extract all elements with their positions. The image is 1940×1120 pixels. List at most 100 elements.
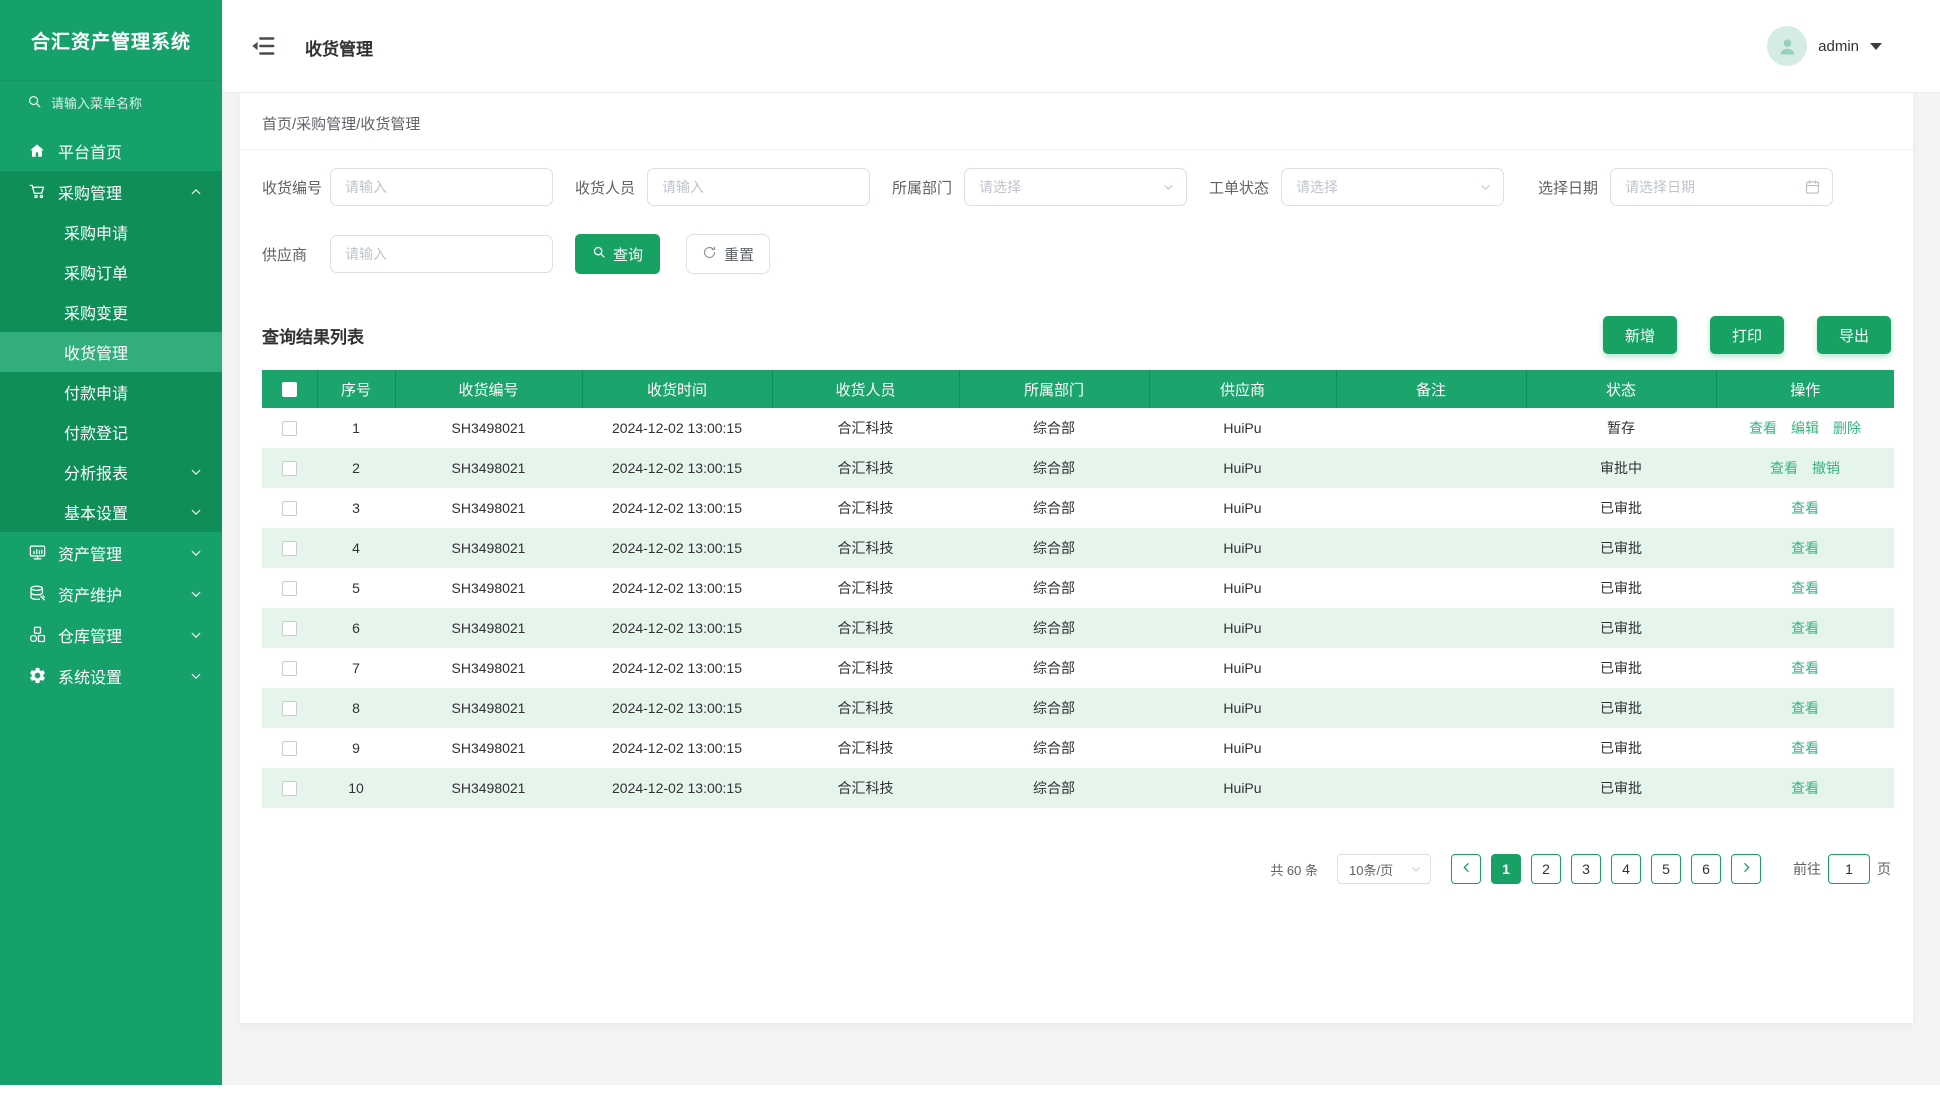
collapse-sidebar-icon[interactable]: [248, 31, 278, 61]
field-label: 工单状态: [1209, 179, 1270, 197]
page-size-select[interactable]: 10条/页: [1337, 854, 1431, 884]
page-button[interactable]: 6: [1691, 854, 1721, 884]
row-checkbox[interactable]: [282, 581, 297, 597]
cell-supplier: HuiPu: [1223, 420, 1262, 436]
action-link[interactable]: 撤销: [1812, 460, 1840, 476]
receipt-no-input[interactable]: [330, 168, 553, 206]
order-status-select[interactable]: 请选择: [1281, 168, 1505, 206]
table-row: 3 SH3498021 2024-12-02 13:00:15 合汇科技 综合部 HuiP…: [262, 488, 1894, 528]
action-link[interactable]: 查看: [1791, 700, 1819, 716]
sidebar-search-input[interactable]: [51, 96, 201, 111]
refresh-icon: [702, 245, 717, 264]
supplier-input[interactable]: [330, 235, 553, 273]
sidebar-item[interactable]: 收货管理: [0, 332, 222, 372]
add-button[interactable]: 新增: [1603, 316, 1677, 354]
breadcrumb: 首页/采购管理/收货管理: [240, 93, 1913, 150]
sidebar-item[interactable]: 采购订单: [0, 252, 222, 292]
field-label: 收货编号: [262, 179, 323, 197]
action-link[interactable]: 查看: [1791, 580, 1819, 596]
filter-supplier: 供应商: [262, 235, 553, 273]
prev-page-button[interactable]: [1451, 854, 1481, 884]
next-page-button[interactable]: [1731, 854, 1761, 884]
page-button[interactable]: 4: [1611, 854, 1641, 884]
row-checkbox[interactable]: [282, 661, 297, 677]
date-picker[interactable]: 请选择日期: [1610, 168, 1834, 206]
action-link[interactable]: 查看: [1791, 500, 1819, 516]
action-link[interactable]: 查看: [1791, 780, 1819, 796]
cell-supplier: HuiPu: [1223, 660, 1262, 676]
sidebar-item[interactable]: 资产维护: [0, 573, 222, 614]
select-all-checkbox[interactable]: [281, 382, 297, 398]
sidebar-item[interactable]: 付款申请: [0, 372, 222, 412]
sidebar-item-label: 采购订单: [64, 266, 129, 283]
cell-checkbox: [262, 688, 317, 728]
filter-receipt-no: 收货编号: [262, 168, 553, 206]
chevron-down-icon: [189, 628, 203, 642]
user-menu[interactable]: admin: [1767, 26, 1882, 66]
sidebar-item[interactable]: 分析报表: [0, 452, 222, 492]
row-checkbox[interactable]: [282, 541, 297, 557]
row-checkbox[interactable]: [282, 621, 297, 637]
filter-date: 选择日期 请选择日期: [1538, 168, 1834, 206]
cell-remark: [1336, 568, 1526, 608]
receiver-input[interactable]: [647, 168, 871, 206]
row-checkbox[interactable]: [282, 781, 297, 797]
query-button[interactable]: 查询: [575, 234, 661, 274]
sidebar-item[interactable]: 仓库管理: [0, 614, 222, 655]
avatar: [1767, 26, 1808, 66]
row-checkbox[interactable]: [282, 501, 297, 517]
chevron-down-icon: [1410, 863, 1422, 875]
action-link[interactable]: 查看: [1770, 460, 1798, 476]
sidebar-search[interactable]: [0, 80, 222, 126]
cell-time: 2024-12-02 13:00:15: [612, 660, 742, 676]
sidebar-item-label: 仓库管理: [58, 628, 123, 646]
receipt-no-input-field[interactable]: [345, 179, 515, 195]
row-checkbox[interactable]: [282, 461, 297, 477]
page-button[interactable]: 2: [1531, 854, 1561, 884]
page-button[interactable]: 5: [1651, 854, 1681, 884]
cell-code: SH3498021: [451, 780, 526, 796]
row-checkbox[interactable]: [282, 701, 297, 717]
action-link[interactable]: 查看: [1791, 620, 1819, 636]
action-link[interactable]: 查看: [1791, 740, 1819, 756]
page-unit-label: 页: [1877, 861, 1891, 877]
monitor-icon: [27, 543, 47, 563]
cell-actions: 查看: [1716, 488, 1894, 528]
sidebar-menu: 平台首页 采购管理 采购申请采购订单采购变更 收货管理 付款申请付款登记分析报表 基本设置…: [0, 130, 222, 696]
sidebar-item[interactable]: 采购管理: [0, 171, 222, 212]
page-button[interactable]: 3: [1571, 854, 1601, 884]
cell-dept: 综合部: [1033, 540, 1075, 556]
sidebar-item[interactable]: 采购变更: [0, 292, 222, 332]
page-button[interactable]: 1: [1491, 854, 1521, 884]
reset-button[interactable]: 重置: [686, 234, 771, 274]
sidebar-item-label: 付款登记: [64, 426, 129, 443]
sidebar-item[interactable]: 基本设置: [0, 492, 222, 532]
print-button[interactable]: 打印: [1710, 316, 1784, 354]
action-link[interactable]: 查看: [1791, 660, 1819, 676]
export-button[interactable]: 导出: [1817, 316, 1891, 354]
action-link[interactable]: 编辑: [1791, 420, 1819, 436]
table-header-row: 序号 收货编号 收货时间 收货人员 所属部门 供应商 备注 状态 操作: [262, 370, 1894, 408]
main-panel: 首页/采购管理/收货管理 收货编号 收货人员: [240, 93, 1913, 1023]
action-link[interactable]: 查看: [1791, 540, 1819, 556]
table-row: 1 SH3498021 2024-12-02 13:00:15 合汇科技 综合部 HuiP…: [262, 408, 1894, 448]
receiver-input-field[interactable]: [662, 179, 833, 195]
chevron-down-icon: [189, 669, 203, 683]
sidebar-item[interactable]: 采购申请: [0, 212, 222, 252]
action-link[interactable]: 删除: [1833, 420, 1861, 436]
cell-checkbox: [262, 768, 317, 808]
department-select[interactable]: 请选择: [964, 168, 1188, 206]
cell-seq: 2: [352, 460, 360, 476]
sidebar-item-label: 系统设置: [58, 669, 123, 687]
sidebar-item[interactable]: 资产管理: [0, 532, 222, 573]
row-checkbox[interactable]: [282, 421, 297, 437]
sidebar-item[interactable]: 平台首页: [0, 130, 222, 171]
goto-page-input[interactable]: [1828, 854, 1870, 884]
table-body: 1 SH3498021 2024-12-02 13:00:15 合汇科技 综合部 HuiP…: [262, 408, 1894, 808]
supplier-input-field[interactable]: [345, 246, 515, 262]
sidebar-item[interactable]: 系统设置: [0, 655, 222, 696]
sidebar-item[interactable]: 付款登记: [0, 412, 222, 452]
action-link[interactable]: 查看: [1749, 420, 1777, 436]
row-checkbox[interactable]: [282, 741, 297, 757]
